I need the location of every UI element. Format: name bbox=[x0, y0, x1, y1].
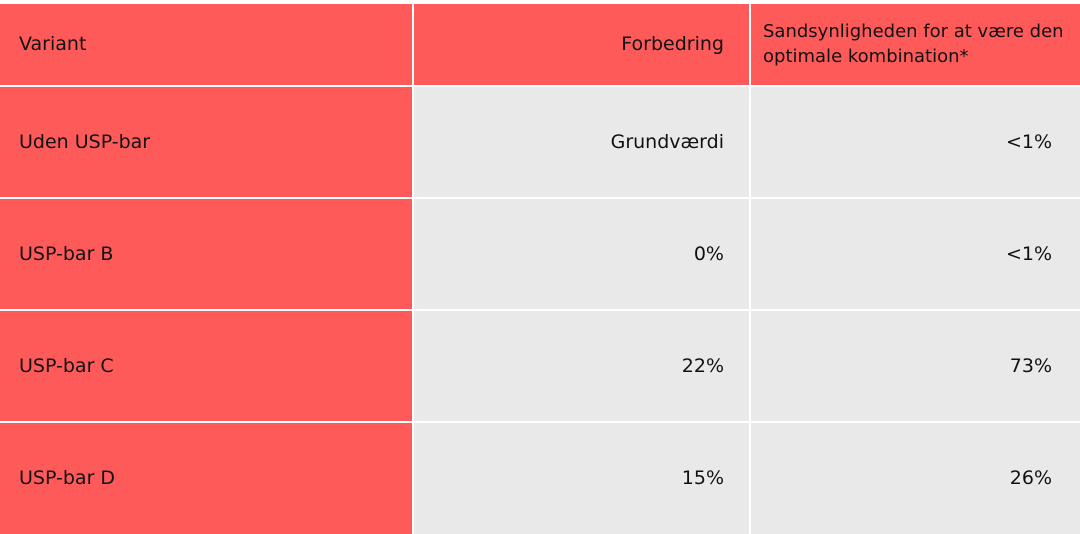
header-sandsynlighed: Sandsynligheden for at være den optimale… bbox=[751, 4, 1080, 85]
row-variant: Uden USP-bar bbox=[0, 87, 412, 197]
row-variant: USP-bar C bbox=[0, 311, 412, 421]
row-sandsynlighed: <1% bbox=[751, 87, 1080, 197]
row-forbedring: 0% bbox=[414, 199, 749, 309]
header-forbedring: Forbedring bbox=[414, 4, 749, 85]
header-variant: Variant bbox=[0, 4, 412, 85]
row-variant: USP-bar D bbox=[0, 423, 412, 534]
row-sandsynlighed: 26% bbox=[751, 423, 1080, 534]
row-forbedring: 22% bbox=[414, 311, 749, 421]
row-forbedring: Grundværdi bbox=[414, 87, 749, 197]
row-sandsynlighed: 73% bbox=[751, 311, 1080, 421]
row-sandsynlighed: <1% bbox=[751, 199, 1080, 309]
row-forbedring: 15% bbox=[414, 423, 749, 534]
row-variant: USP-bar B bbox=[0, 199, 412, 309]
